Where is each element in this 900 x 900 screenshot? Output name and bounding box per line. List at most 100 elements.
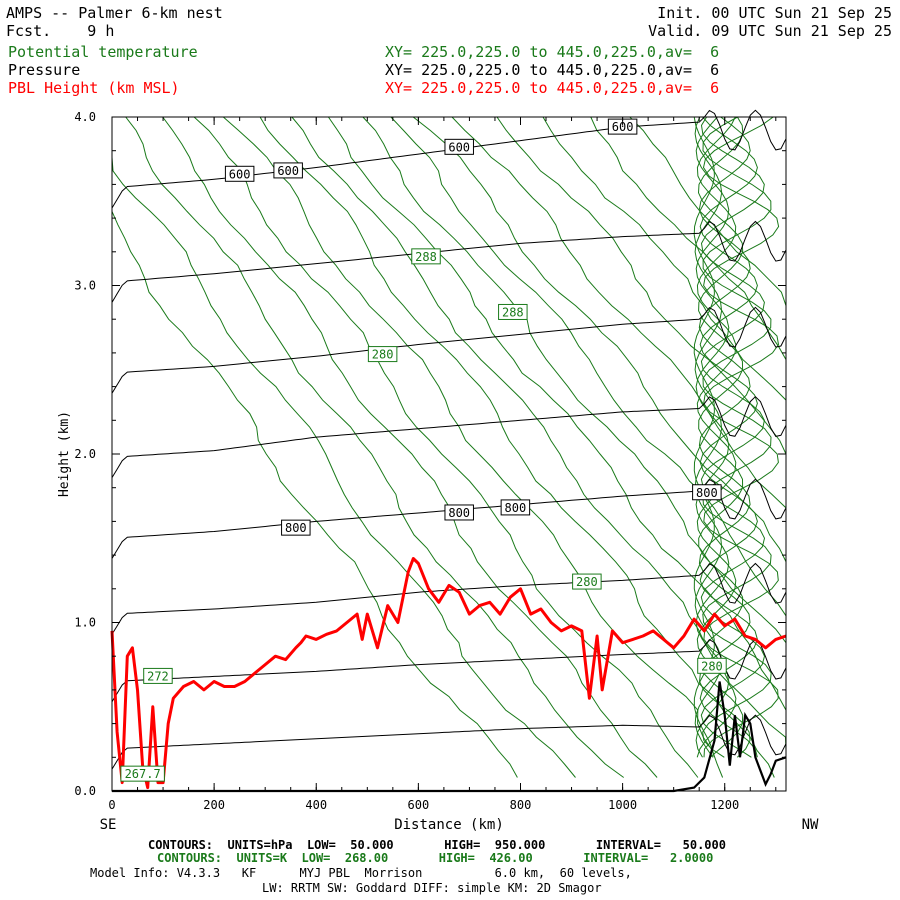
theta-contour-line [111,117,576,778]
axis-ticks: 0 200 400 600 800 1000 1200 0.0 1.0 2.0 3.0 4.0 [74,110,786,812]
theta-contour-line [162,116,658,778]
right-end-label: NW [802,817,819,833]
pressure-contour-line [111,714,787,770]
pressure-contour-line [111,306,787,394]
pressure-label-box [692,484,722,501]
pressure-contour-line [111,220,787,303]
y-tick-label: 0.0 [74,784,96,798]
pressure-label-text: 600 [448,140,470,154]
y-tick-label: 3.0 [74,279,96,293]
theta-contour-info: CONTOURS: UNITS=K LOW= 268.00 HIGH= 426.… [157,851,714,865]
theta-contour-line [222,116,724,778]
plot-frame [111,116,787,792]
pressure-label-text: 800 [696,486,718,500]
terrain [112,681,787,793]
pressure-label-box [500,499,531,516]
pressure-label: 800 [500,499,531,516]
terrain-line [112,681,787,793]
pbl-height [110,557,787,790]
field-name-pbl: PBL Height (km MSL) [8,79,180,97]
x-axis-label: Distance (km) [394,817,504,833]
pressure-contour-line [111,396,787,478]
theta-contour-line [125,116,624,778]
theta-label: 267.7 [120,765,165,782]
field-xy-theta: XY= 225.0,225.0 to 445.0,225.0,av= 6 [385,43,720,61]
physics-info: LW: RRTM SW: Goddard DIFF: simple KM: 2D… [262,881,602,895]
valid-time: Valid. 09 UTC Sun 21 Sep 25 [648,22,892,40]
pressure-label-box [273,162,303,179]
pressure-label-text: 800 [448,506,470,520]
x-tick-label: 600 [408,798,430,812]
theta-contour-line [702,116,772,758]
pressure-label-box [444,504,474,521]
theta-label: 288 [411,248,441,265]
pressure-contours [111,109,787,770]
pressure-label-box [444,138,474,155]
pressure-label: 800 [692,484,722,501]
field-name-theta: Potential temperature [8,43,198,61]
x-tick-label: 400 [305,798,327,812]
pressure-label-box [281,519,311,536]
pressure-contour-line [111,109,787,209]
y-tick-label: 2.0 [74,447,96,461]
pressure-label-text: 600 [612,120,634,134]
pressure-contour-info: CONTOURS: UNITS=hPa LOW= 50.000 HIGH= 95… [148,838,726,852]
theta-label-text: 280 [372,348,394,362]
pressure-label: 600 [444,138,474,155]
theta-contour-line [697,116,744,758]
init-time: Init. 00 UTC Sun 21 Sep 25 [657,4,892,22]
theta-contour-line [695,116,730,758]
x-tick-label: 0 [108,798,115,812]
theta-contours [111,116,787,778]
theta-contour-line [259,116,775,778]
x-tick-label: 1200 [710,798,739,812]
theta-contour-line [699,116,758,758]
theta-label-text: 288 [415,250,437,264]
theta-label-box [697,657,727,674]
pressure-label: 800 [444,504,474,521]
theta-label-text: 288 [502,305,524,319]
theta-label-box [498,303,528,320]
theta-label: 272 [143,667,173,684]
pressure-contour-line [111,638,787,702]
theta-contour-line [694,116,723,758]
x-tick-label: 200 [203,798,225,812]
theta-label: 288 [498,303,528,320]
pressure-label-text: 800 [505,501,527,515]
pressure-contour-line [111,562,787,635]
theta-label-text: 280 [576,575,598,589]
theta-label-box [120,765,165,782]
theta-label-box [411,248,441,265]
theta-label: 280 [697,657,727,674]
theta-contour-line [327,116,787,778]
model-info: Model Info: V4.3.3 KF MYJ PBL Morrison 6… [90,866,632,880]
pressure-label-text: 600 [277,164,299,178]
x-tick-label: 1000 [608,798,637,812]
theta-contour-line [590,116,787,778]
chart-title: AMPS -- Palmer 6-km nest [6,4,223,22]
theta-label-box [572,573,602,590]
pressure-label: 600 [273,162,303,179]
theta-label-text: 280 [701,659,723,673]
theta-label-text: 267.7 [125,767,161,781]
x-tick-label: 800 [510,798,532,812]
y-tick-label: 1.0 [74,616,96,630]
pressure-label: 600 [224,165,255,182]
pressure-label-box [224,165,255,182]
theta-contour-line [111,117,518,778]
pressure-label-text: 600 [229,167,251,181]
theta-contour-line [496,116,787,778]
pressure-label: 800 [281,519,311,536]
theta-label: 280 [367,346,398,363]
theta-contour-line [702,116,780,758]
theta-label-box [367,346,398,363]
field-xy-pbl: XY= 225.0,225.0 to 445.0,225.0,av= 6 [385,79,720,97]
y-axis-label: Height (km) [57,411,72,497]
theta-label-text: 272 [147,669,169,683]
pressure-label-text: 800 [285,521,307,535]
forecast-hour: Fcst. 9 h [6,22,115,40]
theta-contour-line [193,116,699,778]
field-name-pressure: Pressure [8,61,81,79]
theta-label: 280 [572,573,602,590]
